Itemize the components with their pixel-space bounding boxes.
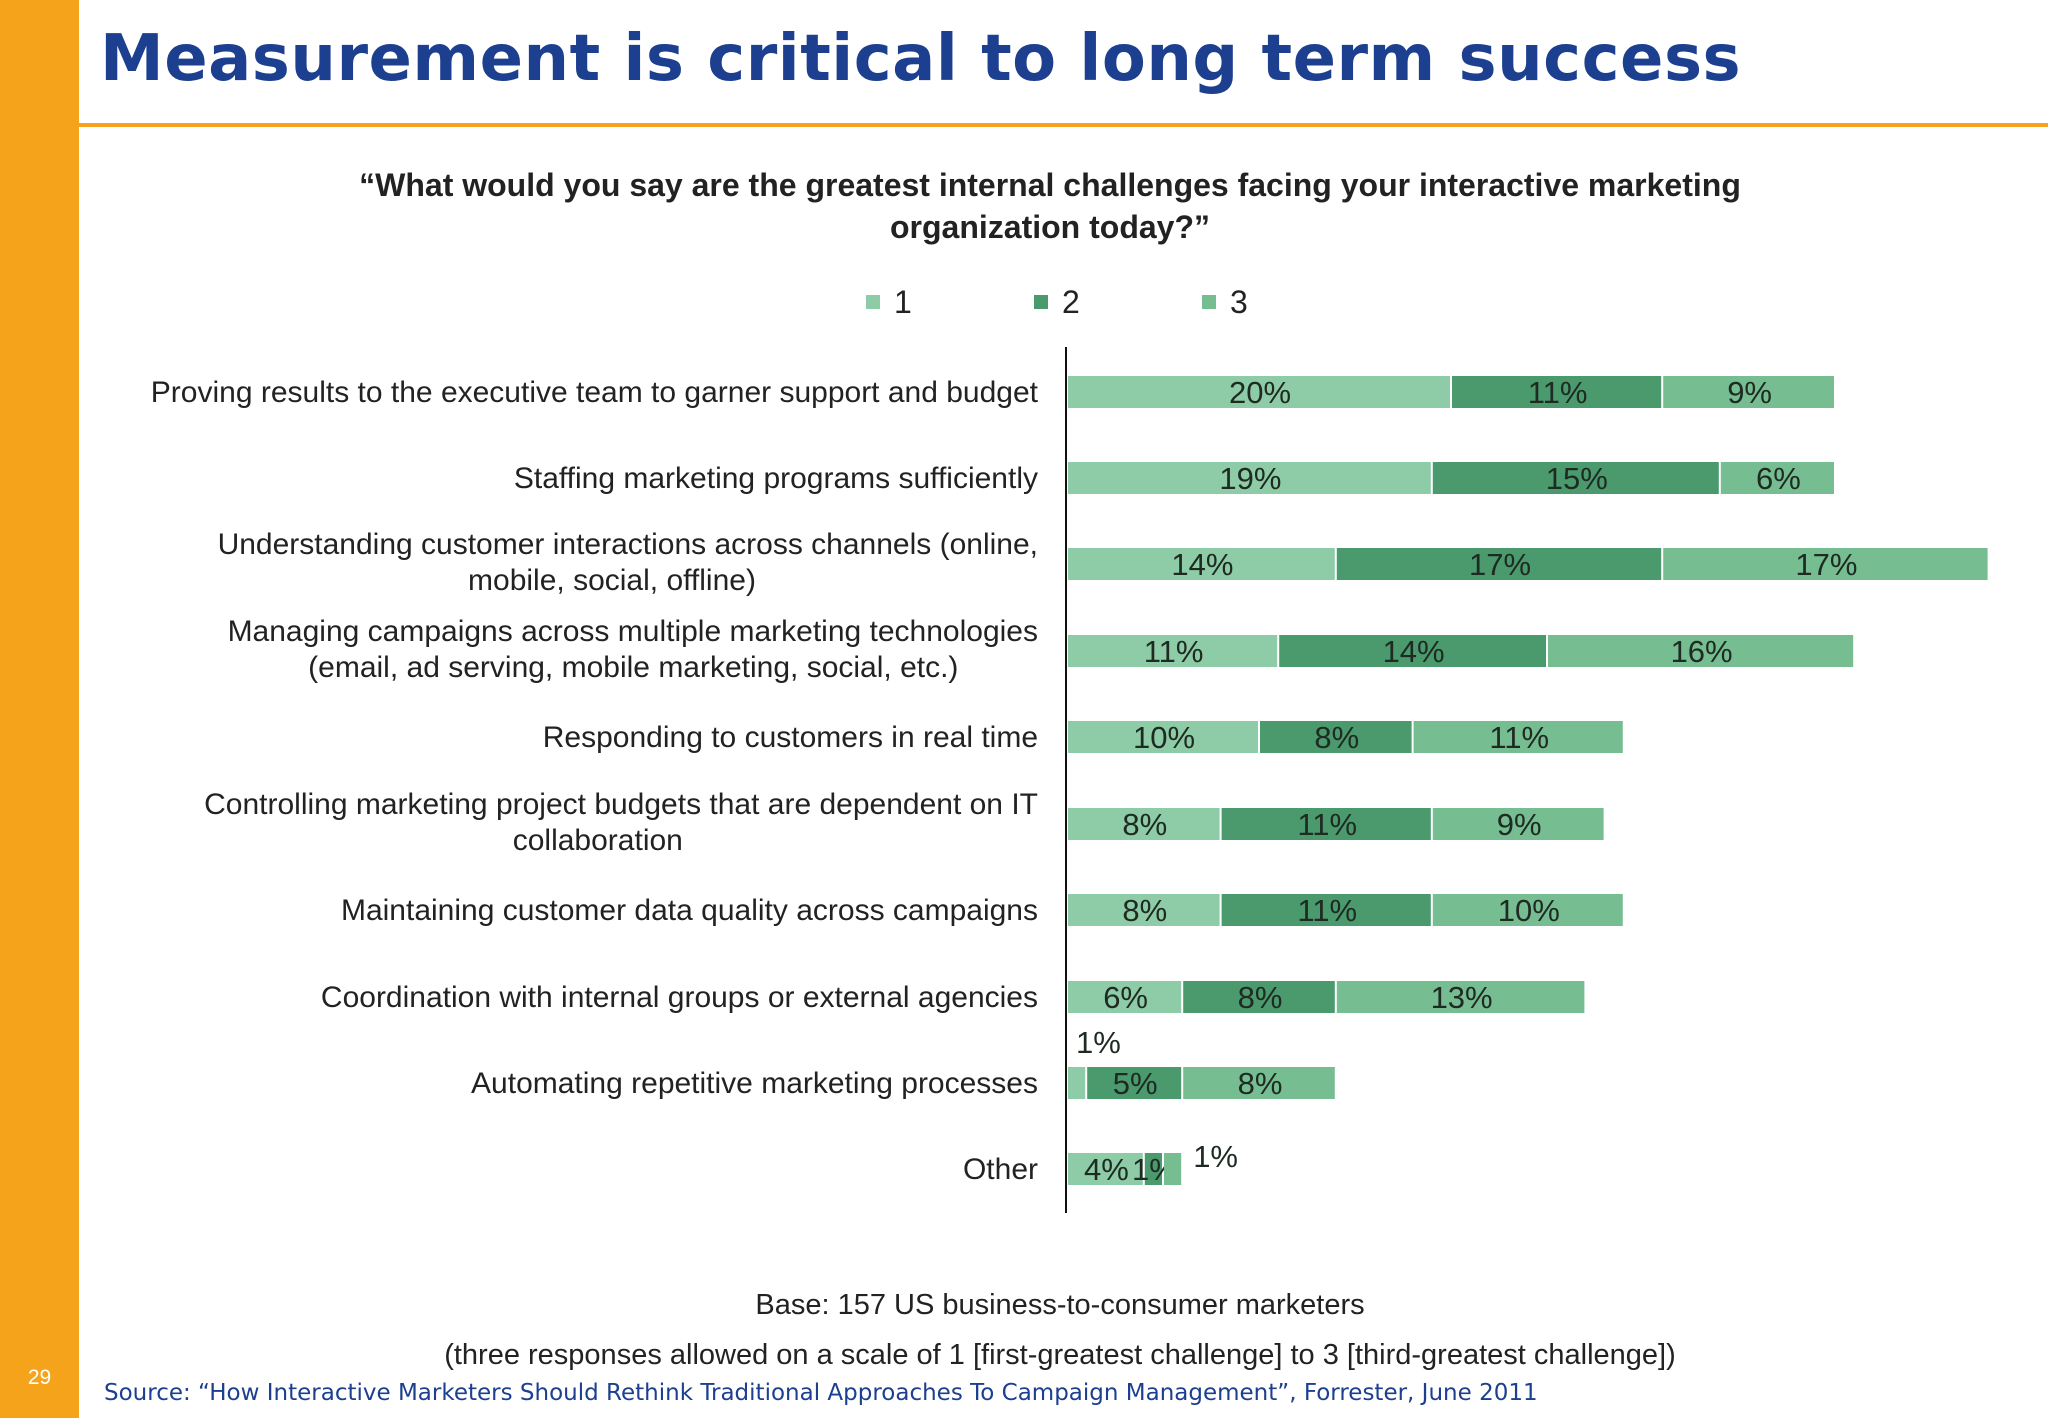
data-label: 20%	[1229, 375, 1291, 410]
bar-segment-series-3	[1336, 981, 1585, 1013]
bar-segment-series-3	[1413, 721, 1623, 753]
category-label: Controlling marketing project budgets th…	[204, 788, 1038, 857]
data-label: 10%	[1133, 720, 1195, 755]
category-label: Other	[963, 1153, 1038, 1186]
category-label: Automating repetitive marketing processe…	[471, 1067, 1038, 1100]
bar-segment-series-1	[1068, 894, 1220, 926]
bar-segment-series-3	[1663, 376, 1834, 408]
chart-question: “What would you say are the greatest int…	[359, 167, 1741, 245]
bar-segment-series-2	[1336, 548, 1662, 580]
bar-segment-series-2	[1221, 808, 1431, 840]
slide-title: Measurement is critical to long term suc…	[100, 22, 1742, 96]
bar-segment-series-2	[1183, 981, 1335, 1013]
data-label: 11%	[1144, 634, 1204, 669]
title-underline	[79, 123, 2048, 127]
legend-item-1: 1	[866, 282, 912, 322]
bar-segment-series-3	[1432, 808, 1604, 840]
legend-label-1: 1	[894, 283, 912, 320]
bar-segment-series-3	[1663, 548, 1988, 580]
page-number: 29	[27, 1366, 52, 1389]
data-label: 6%	[1103, 980, 1148, 1015]
category-label: Staffing marketing programs sufficiently	[514, 462, 1038, 495]
source-citation: Source: “How Interactive Marketers Shoul…	[104, 1380, 1538, 1406]
data-label: 1%	[1193, 1139, 1238, 1174]
legend-swatch-2	[1034, 295, 1048, 309]
data-label: 8%	[1238, 980, 1283, 1015]
category-label: Maintaining customer data quality across…	[341, 894, 1038, 927]
data-label: 8%	[1122, 893, 1167, 928]
data-label: 8%	[1238, 1066, 1283, 1101]
bar-segment-series-1	[1068, 376, 1450, 408]
bar-segment-series-1	[1068, 808, 1220, 840]
data-label: 19%	[1219, 461, 1281, 496]
data-label: 14%	[1383, 634, 1445, 669]
category-label: Responding to customers in real time	[543, 721, 1038, 754]
bar-segment-series-2	[1221, 894, 1431, 926]
bar-segment-series-1	[1068, 721, 1258, 753]
category-label: Understanding customer interactions acro…	[218, 528, 1038, 597]
bar-segment-series-2	[1144, 1153, 1162, 1185]
bar-segment-series-3	[1183, 1067, 1335, 1099]
data-label: 8%	[1314, 720, 1359, 755]
legend-label-3: 3	[1230, 283, 1248, 320]
bar-segment-series-2	[1260, 721, 1412, 753]
data-label: 9%	[1497, 807, 1542, 842]
category-label: Managing campaigns across multiple marke…	[228, 615, 1038, 684]
bar-segment-series-3	[1548, 635, 1854, 667]
bar-segment-series-3	[1164, 1153, 1182, 1185]
bar-segment-series-1	[1068, 635, 1278, 667]
data-label: 6%	[1756, 461, 1801, 496]
data-label: 15%	[1546, 461, 1608, 496]
data-label: 17%	[1469, 547, 1531, 582]
data-label: 11%	[1528, 375, 1588, 410]
category-label: Proving results to the executive team to…	[151, 376, 1039, 409]
bar-segment-series-3	[1720, 462, 1834, 494]
data-label: 14%	[1171, 547, 1233, 582]
data-label: 11%	[1297, 893, 1357, 928]
data-label: 1%	[1076, 1025, 1121, 1060]
data-label: 4%	[1084, 1152, 1129, 1187]
data-label: 10%	[1498, 893, 1560, 928]
legend-label-2: 2	[1062, 283, 1080, 320]
bar-segment-series-2	[1279, 635, 1546, 667]
category-label: Coordination with internal groups or ext…	[321, 981, 1038, 1014]
data-label: 17%	[1795, 547, 1857, 582]
data-label: 9%	[1727, 375, 1772, 410]
data-label: 11%	[1297, 807, 1357, 842]
legend-item-2: 2	[1034, 282, 1080, 322]
bar-segment-series-1	[1068, 1067, 1086, 1099]
base-note: Base: 157 US business-to-consumer market…	[300, 1280, 1820, 1380]
legend-swatch-1	[866, 295, 880, 309]
base-note-line-1: Base: 157 US business-to-consumer market…	[755, 1289, 1365, 1321]
legend-item-3: 3	[1202, 282, 1248, 322]
bar-segment-series-1	[1068, 462, 1431, 494]
bar-segment-series-3	[1432, 894, 1623, 926]
data-label: 16%	[1671, 634, 1733, 669]
data-label: 11%	[1489, 720, 1549, 755]
base-note-line-2: (three responses allowed on a scale of 1…	[444, 1339, 1676, 1371]
accent-sidebar	[0, 0, 79, 1418]
bar-segment-series-1	[1068, 1153, 1143, 1185]
bar-segment-series-2	[1432, 462, 1719, 494]
bar-segment-series-1	[1068, 548, 1335, 580]
bar-segment-series-2	[1452, 376, 1662, 408]
data-label: 13%	[1431, 980, 1493, 1015]
bar-segment-series-1	[1068, 981, 1182, 1013]
data-label: 8%	[1122, 807, 1167, 842]
bar-segment-series-2	[1087, 1067, 1182, 1099]
data-label: 5%	[1113, 1066, 1158, 1101]
legend-swatch-3	[1202, 295, 1216, 309]
